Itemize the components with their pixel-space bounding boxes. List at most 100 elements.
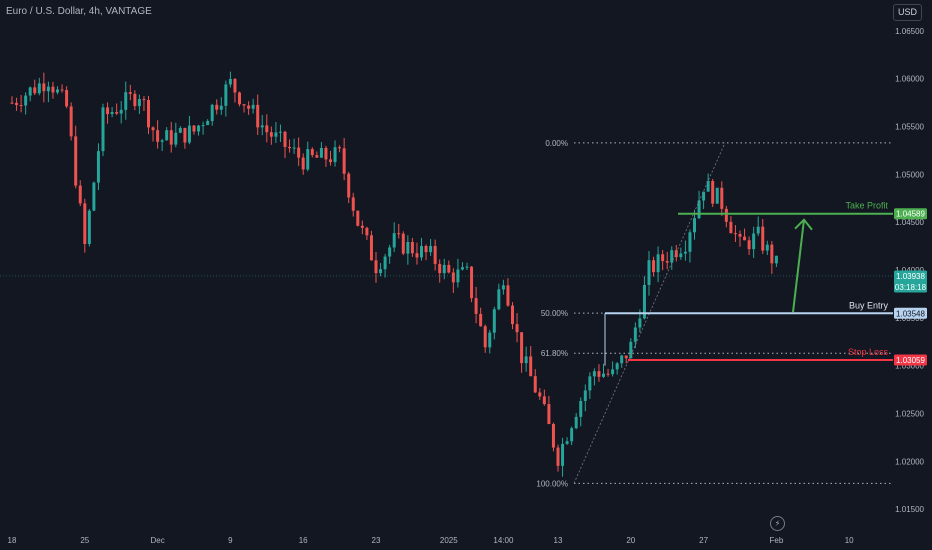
target-arrow-shaft — [792, 219, 805, 313]
candle-body — [693, 218, 696, 233]
candle-body — [442, 264, 446, 274]
candle-body — [424, 245, 428, 253]
buy-entry-label: Buy Entry — [849, 300, 889, 310]
candle-body — [602, 373, 605, 377]
candle-body — [119, 109, 123, 114]
candle-body — [228, 78, 232, 85]
candle-body — [670, 250, 674, 263]
candle-body — [15, 102, 19, 106]
candle-body — [542, 396, 546, 405]
candle-body — [620, 355, 624, 364]
candle-body — [256, 104, 260, 128]
x-axis-tick-label: 2025 — [440, 536, 458, 545]
candle-body — [74, 136, 78, 186]
candle-body — [642, 284, 646, 319]
candle-body — [460, 267, 464, 270]
y-axis-tick-label: 1.05500 — [895, 123, 924, 132]
candle-body — [28, 87, 32, 96]
candle-body — [747, 240, 751, 250]
candle-body — [238, 92, 241, 105]
candle-body — [133, 93, 137, 107]
candle-body — [633, 327, 637, 342]
take-profit-price-tag — [894, 208, 927, 220]
candle-body — [697, 200, 701, 219]
lightning-icon[interactable]: ⚡ — [770, 516, 785, 531]
candle-body — [101, 107, 105, 152]
candle-body — [210, 104, 214, 122]
candle-body — [606, 373, 610, 375]
y-axis-tick-label: 1.06500 — [895, 27, 924, 36]
candle-body — [274, 132, 278, 137]
candle-body — [702, 191, 706, 201]
y-axis-tick-label: 1.06000 — [895, 75, 924, 84]
candle-body — [365, 227, 369, 236]
candle-body — [524, 356, 528, 364]
x-axis-tick-label: Feb — [770, 536, 784, 545]
candle-body — [106, 107, 110, 115]
candle-body — [738, 234, 742, 237]
candle-body — [124, 92, 128, 110]
candle-body — [183, 127, 187, 143]
candle-body — [310, 149, 314, 156]
candle-body — [397, 233, 401, 235]
candle-body — [551, 424, 555, 448]
take-profit-label: Take Profit — [845, 201, 888, 211]
target-arrow-head — [794, 218, 813, 231]
candle-body — [147, 100, 150, 128]
candle-body — [96, 151, 100, 183]
candle-body — [538, 392, 542, 397]
y-axis-tick-label: 1.01500 — [895, 505, 924, 514]
candle-body — [83, 203, 87, 244]
candle-body — [547, 404, 551, 425]
take-profit-price-value: 1.04589 — [896, 210, 925, 219]
candle-body — [556, 447, 560, 466]
candle-body — [260, 125, 264, 128]
x-axis-tick-label: 14:00 — [493, 536, 514, 545]
candle-body — [56, 89, 59, 93]
candle-body — [638, 318, 642, 328]
candle-body — [306, 149, 310, 170]
candle-body — [629, 341, 633, 359]
candle-body — [92, 182, 96, 211]
candle-body — [756, 226, 760, 234]
candle-body — [465, 266, 469, 268]
candle-body — [511, 305, 514, 325]
candle-body — [192, 125, 196, 132]
x-axis-tick-label: 9 — [228, 536, 233, 545]
candle-body — [765, 244, 769, 251]
candle-body — [420, 245, 423, 258]
candle-body — [10, 102, 14, 104]
x-axis-tick-label: 13 — [554, 536, 563, 545]
candle-body — [451, 272, 455, 283]
current-price-countdown: 03:18:18 — [895, 283, 927, 292]
candle-body — [488, 332, 492, 348]
candle-body — [588, 376, 592, 391]
candle-body — [574, 416, 578, 429]
current-price-value: 1.03938 — [896, 272, 925, 281]
x-axis-tick-label: 20 — [626, 536, 635, 545]
candle-body — [529, 356, 533, 377]
candle-body — [315, 155, 319, 158]
candle-body — [19, 105, 23, 107]
candle-body — [647, 260, 651, 285]
x-axis-tick-label: 10 — [845, 536, 854, 545]
candle-body — [579, 400, 583, 417]
candle-body — [733, 233, 737, 235]
candle-body — [338, 147, 342, 149]
candle-body — [333, 147, 337, 163]
currency-button[interactable]: USD — [893, 4, 922, 21]
candle-body — [37, 83, 41, 94]
candle-body — [69, 106, 73, 137]
candle-body — [752, 233, 756, 250]
candle-body — [592, 371, 596, 377]
y-axis-tick-label: 1.03000 — [895, 362, 924, 371]
candle-body — [197, 125, 201, 132]
candle-body — [265, 125, 269, 133]
y-axis-tick-label: 1.05000 — [895, 170, 924, 179]
candle-body — [160, 140, 164, 142]
candle-body — [283, 131, 287, 147]
candle-body — [533, 376, 537, 393]
candle-body — [688, 232, 692, 252]
x-axis-tick-label: 16 — [299, 536, 308, 545]
